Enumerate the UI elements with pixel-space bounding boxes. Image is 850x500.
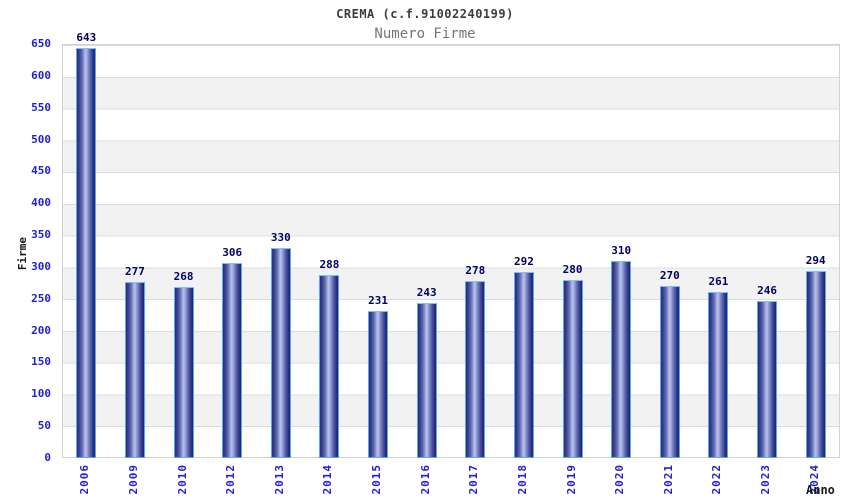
x-tick-label-2013: 2013 bbox=[272, 464, 286, 495]
bar-value-label: 268 bbox=[173, 270, 194, 284]
bar-2014 bbox=[319, 274, 340, 458]
x-tick-label-2009: 2009 bbox=[126, 464, 140, 495]
x-tick-label-2012: 2012 bbox=[224, 464, 238, 495]
bar-2016 bbox=[416, 303, 437, 458]
bar-value-label: 294 bbox=[805, 253, 826, 267]
x-tick-label-2014: 2014 bbox=[321, 464, 335, 495]
bar-value-label: 277 bbox=[125, 264, 145, 278]
y-tick-label: 500 bbox=[31, 132, 51, 146]
bar-2018 bbox=[513, 272, 534, 458]
y-tick-label: 0 bbox=[44, 451, 51, 464]
bar-2015 bbox=[368, 310, 389, 458]
bar-2017 bbox=[465, 280, 486, 458]
bar-2019 bbox=[562, 279, 583, 458]
x-tick-label-2021: 2021 bbox=[661, 464, 675, 495]
y-tick-label: 50 bbox=[37, 419, 51, 433]
bar-value-label: 280 bbox=[562, 262, 583, 276]
chart-title: CREMA (c.f.91002240199) bbox=[336, 7, 514, 21]
x-axis-label: Anno bbox=[806, 483, 835, 497]
x-tick-label-2019: 2019 bbox=[564, 464, 578, 495]
y-tick-label: 650 bbox=[31, 37, 51, 50]
bar-value-label: 270 bbox=[659, 269, 680, 283]
y-tick-label: 200 bbox=[31, 323, 51, 337]
bar-2013 bbox=[270, 247, 291, 458]
bar-value-label: 278 bbox=[465, 263, 486, 277]
y-tick-label: 450 bbox=[31, 164, 51, 178]
y-tick-label: 400 bbox=[31, 196, 51, 210]
bar-value-label: 330 bbox=[270, 230, 291, 244]
bar-value-label: 310 bbox=[611, 243, 632, 257]
x-tick-label-2020: 2020 bbox=[613, 464, 627, 495]
bar-2006 bbox=[76, 48, 97, 458]
y-tick-label: 350 bbox=[31, 228, 51, 242]
x-tick-label-2022: 2022 bbox=[710, 464, 724, 495]
x-tick-label-2015: 2015 bbox=[370, 464, 384, 495]
y-tick-label: 150 bbox=[31, 355, 51, 369]
x-tick-label-2018: 2018 bbox=[515, 464, 529, 495]
bar-2009 bbox=[124, 281, 145, 458]
y-tick-label: 300 bbox=[31, 259, 51, 273]
y-tick-label: 100 bbox=[31, 387, 51, 401]
bar-2023 bbox=[757, 301, 778, 458]
x-tick-label-2010: 2010 bbox=[175, 464, 189, 495]
bar-2012 bbox=[222, 263, 243, 458]
bar-value-label: 292 bbox=[514, 255, 534, 269]
x-tick-label-2006: 2006 bbox=[78, 464, 92, 495]
bar-2020 bbox=[611, 260, 632, 458]
bar-value-label: 243 bbox=[416, 286, 437, 300]
bar-value-label: 643 bbox=[76, 31, 97, 45]
x-tick-label-2017: 2017 bbox=[467, 464, 481, 495]
bar-2022 bbox=[708, 291, 729, 458]
bar-2024 bbox=[805, 270, 826, 458]
chart-subtitle: Numero Firme bbox=[374, 26, 476, 42]
y-tick-label: 600 bbox=[31, 68, 51, 82]
y-tick-label: 550 bbox=[31, 100, 51, 114]
bar-2021 bbox=[659, 286, 680, 458]
x-tick-label-2023: 2023 bbox=[759, 464, 773, 495]
bar-2010 bbox=[173, 287, 194, 458]
bar-value-label: 261 bbox=[708, 274, 729, 288]
bar-value-label: 288 bbox=[319, 257, 340, 271]
y-tick-label: 250 bbox=[31, 291, 51, 305]
bar-value-label: 231 bbox=[368, 293, 388, 307]
x-tick-label-2016: 2016 bbox=[418, 464, 432, 495]
bar-value-label: 246 bbox=[757, 284, 777, 298]
bar-value-label: 306 bbox=[222, 246, 243, 260]
